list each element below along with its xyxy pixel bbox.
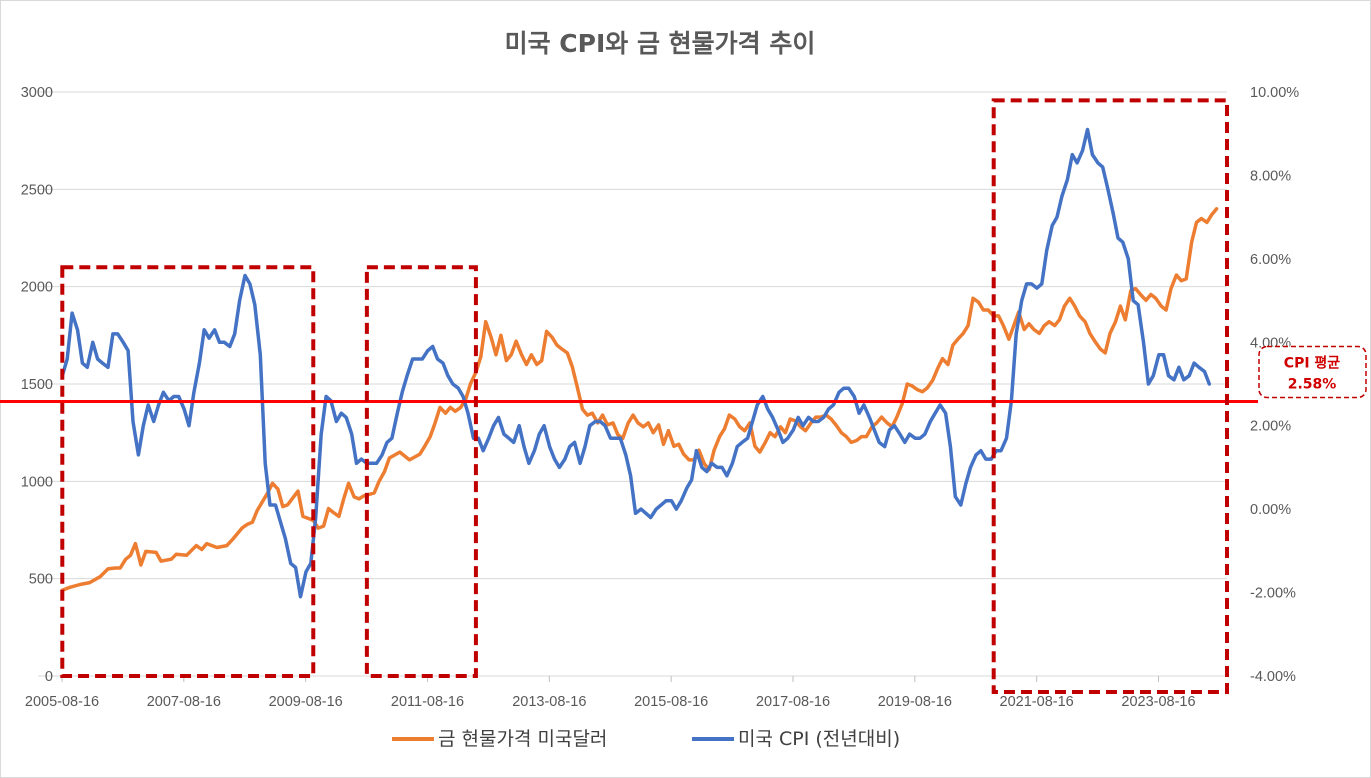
chart-title: 미국 CPI와 금 현물가격 추이 [505, 29, 816, 58]
reference-line-group: CPI 평균 2.58% [0, 345, 1367, 404]
cpi-average-value: 2.58% [1288, 377, 1337, 393]
x-tick-label: 2007-08-16 [147, 694, 221, 710]
y-right-tick-label: 6.00% [1250, 252, 1291, 268]
highlight-boxes [60, 98, 1230, 695]
x-tick-label: 2005-08-16 [25, 694, 99, 710]
legend: 금 현물가격 미국달러 미국 CPI (전년대비) [392, 728, 900, 750]
x-tick-label: 2015-08-16 [634, 694, 708, 710]
cpi-average-callout [1258, 345, 1367, 399]
x-tick-label: 2021-08-16 [1000, 694, 1074, 710]
y-left-tick-label: 2000 [21, 280, 53, 296]
y-left-tick-label: 0 [45, 669, 53, 685]
cpi-average-label: CPI 평균 [1284, 355, 1340, 372]
y-right-tick-label: -4.00% [1250, 669, 1296, 685]
y-right-tick-label: 8.00% [1250, 168, 1291, 184]
y-left-tick-label: 2500 [21, 182, 53, 198]
x-tick-label: 2023-08-16 [1121, 694, 1195, 710]
x-tick-label: 2009-08-16 [269, 694, 343, 710]
x-tick-label: 2017-08-16 [756, 694, 830, 710]
x-tick-label: 2011-08-16 [391, 694, 464, 710]
x-tick-label: 2013-08-16 [512, 694, 586, 710]
y-left-tick-label: 1500 [21, 377, 53, 393]
series-line [60, 127, 1212, 599]
y-left-tick-label: 500 [29, 572, 53, 588]
highlight-box [60, 265, 316, 678]
legend-label: 금 현물가격 미국달러 [438, 728, 607, 750]
y-right-tick-label: 2.00% [1250, 419, 1291, 435]
x-tick-label: 2019-08-16 [878, 694, 952, 710]
y-left-tick-label: 3000 [21, 85, 53, 101]
y-right-tick-label: -2.00% [1250, 586, 1296, 602]
highlight-box [991, 98, 1230, 695]
y-left-tick-label: 1000 [21, 474, 53, 490]
axes: 0 500 1000 1500 2000 2500 3000 -4.00% -2.00% 0.00… [21, 85, 1300, 710]
y-right-tick-label: 10.00% [1250, 85, 1299, 101]
y-right-tick-label: 0.00% [1250, 502, 1291, 518]
highlight-box [364, 265, 478, 678]
legend-label: 미국 CPI (전년대비) [738, 728, 900, 750]
